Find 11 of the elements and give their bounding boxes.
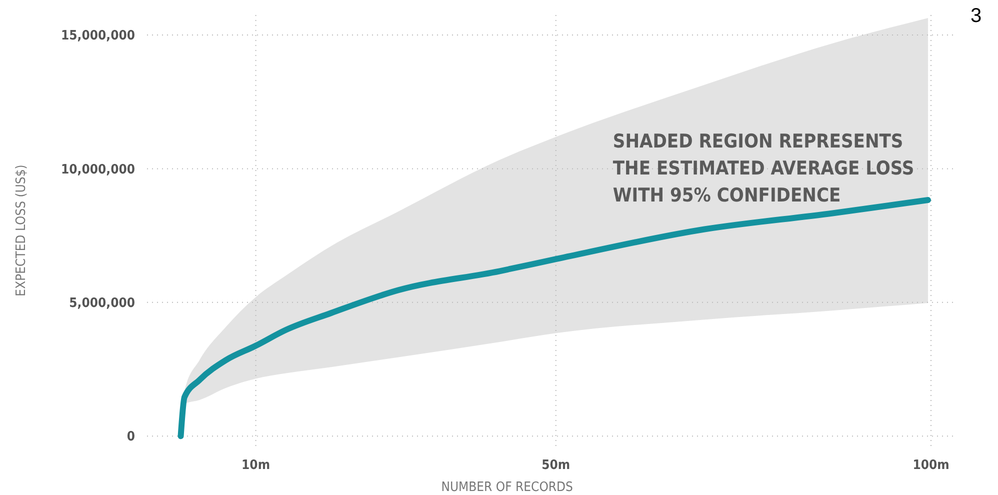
x-tick-label: 50m <box>542 458 570 473</box>
x-tick-label: 10m <box>242 458 270 473</box>
y-tick-label: 15,000,000 <box>61 28 135 44</box>
text: 3 <box>970 5 982 27</box>
y-tick-label: 5,000,000 <box>69 296 135 311</box>
y-tick-label: 10,000,000 <box>61 162 135 178</box>
x-axis-title: NUMBER OF RECORDS <box>441 480 573 495</box>
y-tick-label: 0 <box>126 430 135 445</box>
annotation: SHADED REGION REPRESENTS THE ESTIMATED AVERAGE LOSS WITH 95% CONFIDENCE <box>612 130 914 206</box>
y-axis-title: EXPECTED LOSS (US$) <box>14 164 29 296</box>
x-tick-label: 100m <box>912 458 950 473</box>
